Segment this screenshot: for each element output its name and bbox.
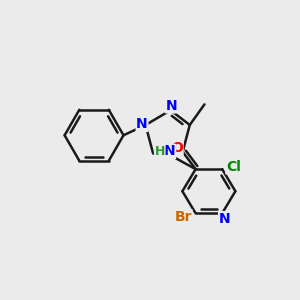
Text: Br: Br bbox=[175, 210, 192, 224]
Text: N: N bbox=[165, 99, 177, 113]
Text: N: N bbox=[136, 117, 148, 131]
Text: N: N bbox=[164, 145, 176, 158]
Text: Cl: Cl bbox=[226, 160, 241, 174]
Text: N: N bbox=[219, 212, 230, 226]
Text: O: O bbox=[171, 141, 183, 155]
Text: H: H bbox=[154, 145, 165, 158]
